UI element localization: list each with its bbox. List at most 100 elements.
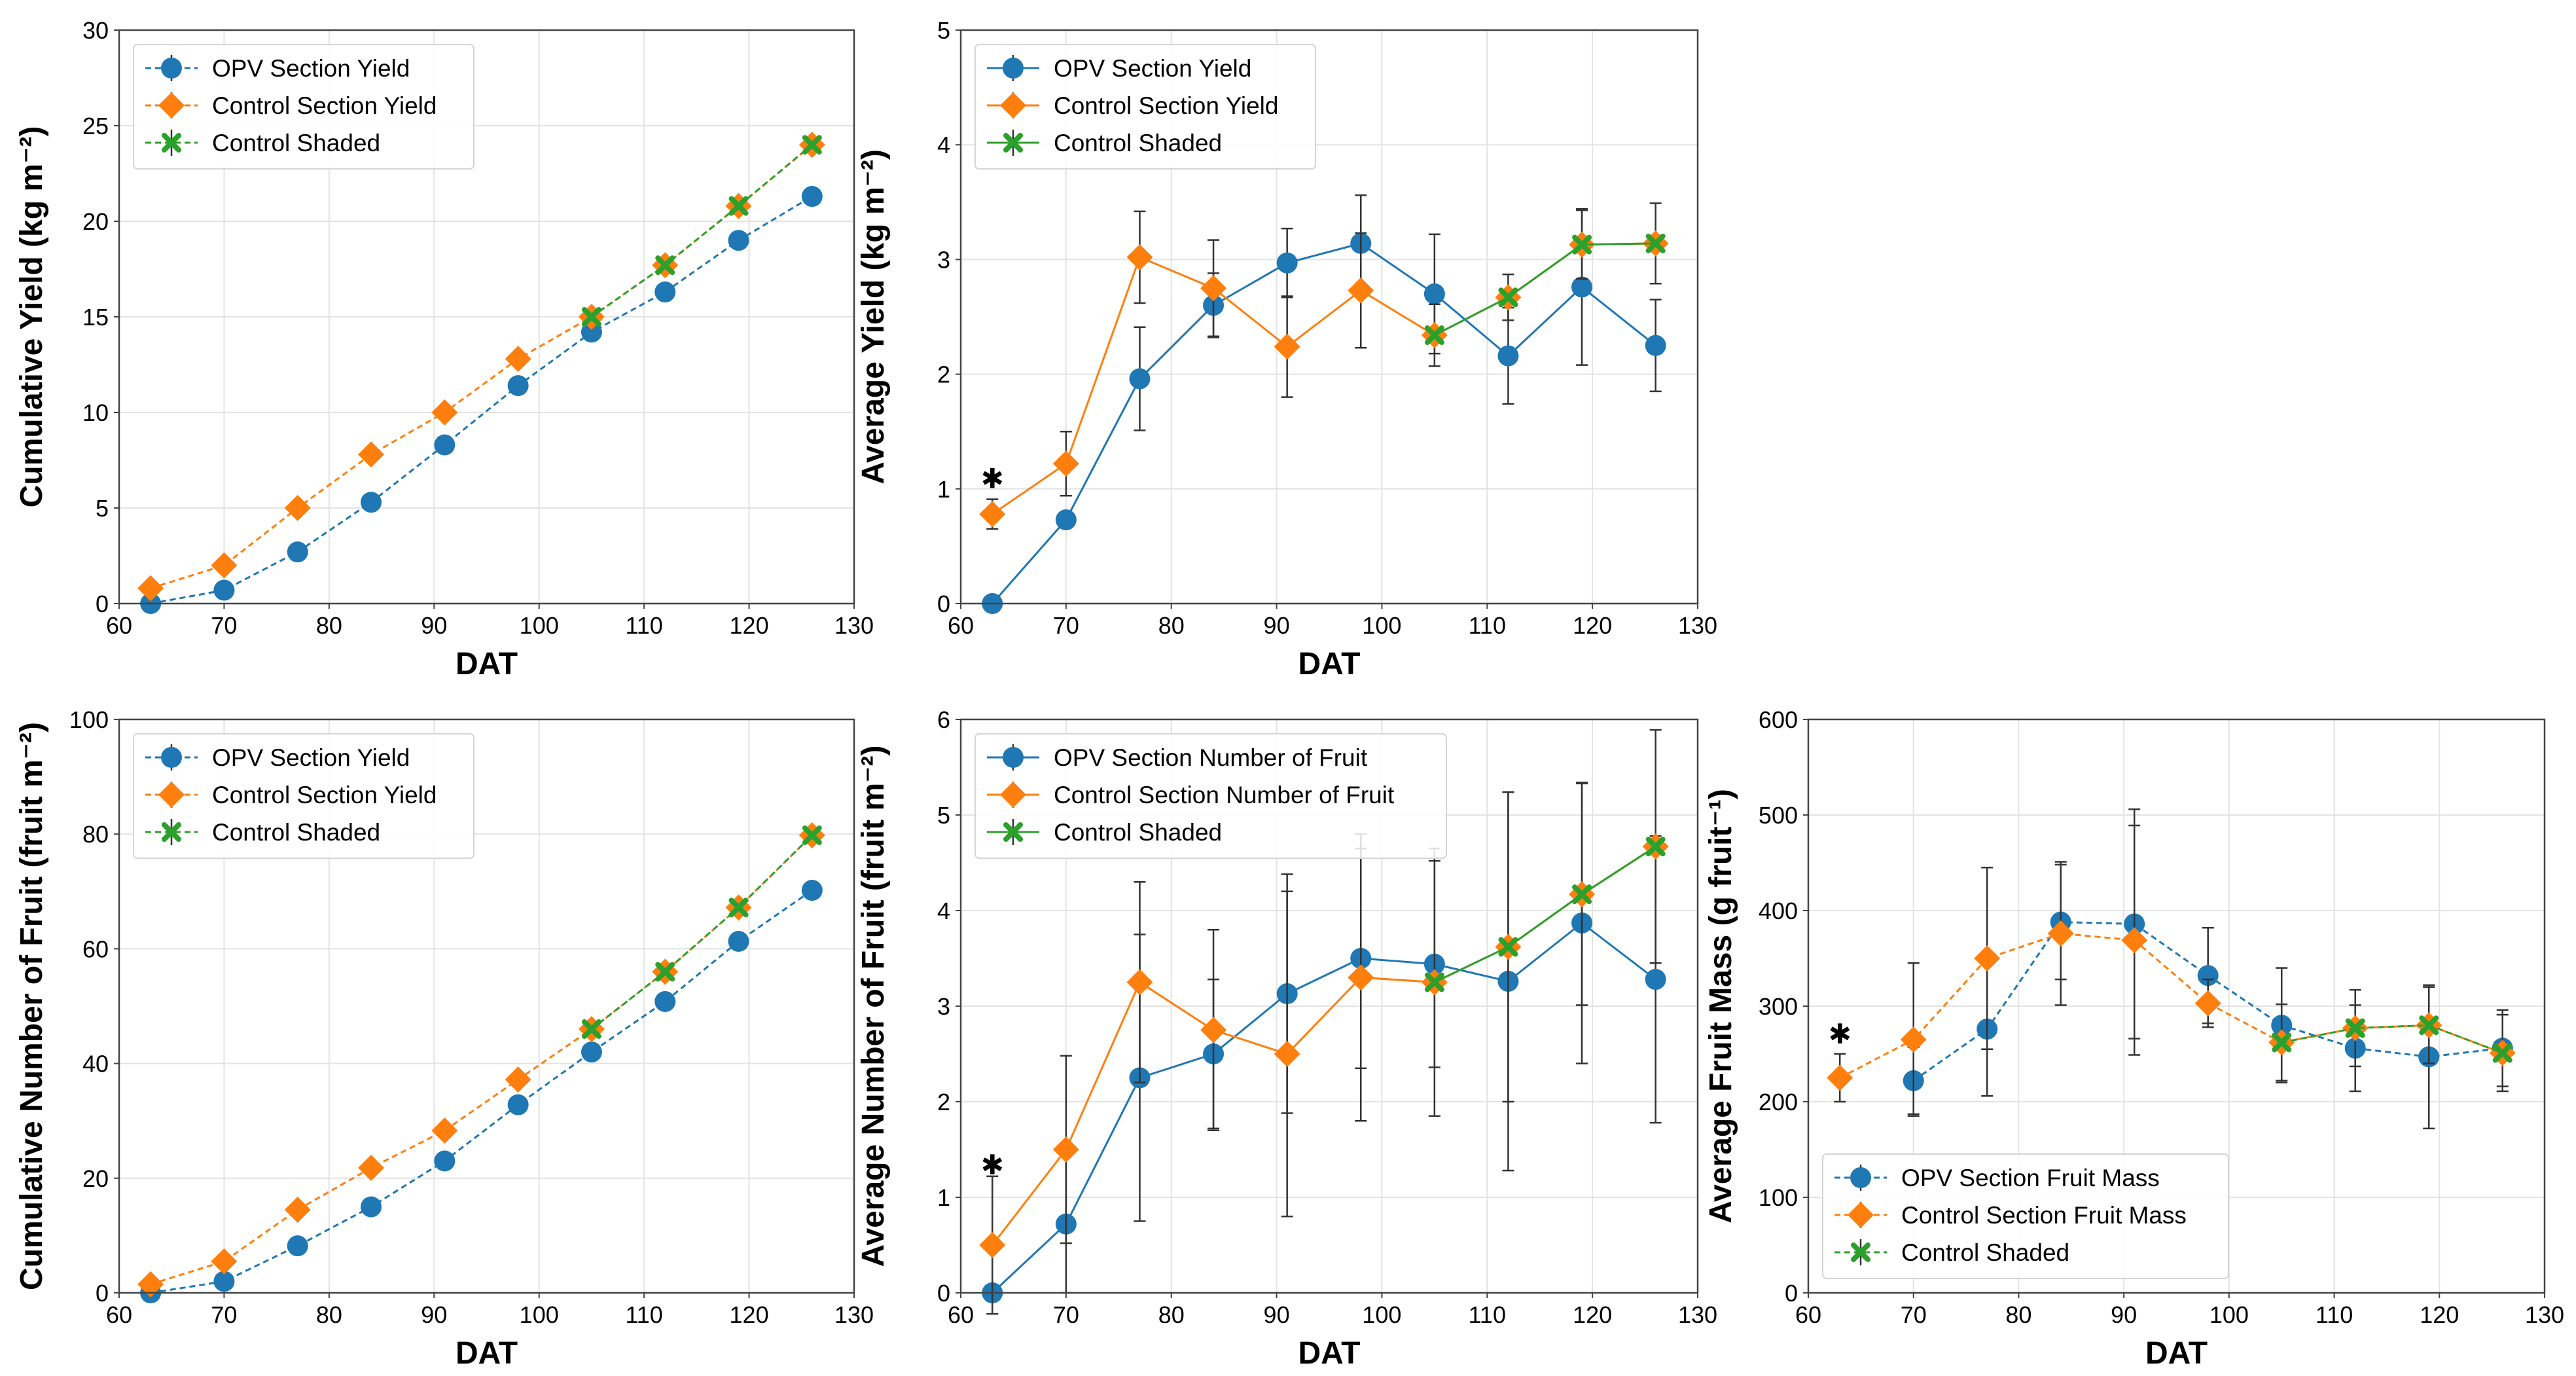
data-point (654, 990, 676, 1012)
x-axis-label: DAT (1298, 647, 1360, 681)
series-shaded (1424, 233, 1666, 346)
data-point (358, 441, 385, 468)
x-tick-label: 80 (316, 1301, 342, 1328)
legend-box (133, 44, 474, 170)
y-tick-label: 2 (937, 1089, 950, 1115)
legend-marker-stroke-b (1003, 822, 1023, 842)
data-point (1274, 1041, 1300, 1067)
data-point-stroke-b (728, 897, 749, 918)
data-point (1571, 276, 1593, 298)
y-tick-label: 5 (937, 17, 950, 44)
data-point-stroke-b (1498, 937, 1518, 957)
legend-label: Control Section Yield (212, 782, 437, 808)
data-point (1498, 937, 1518, 957)
x-tick-label: 90 (421, 612, 447, 639)
data-point (1348, 964, 1374, 991)
legend-box (1822, 1153, 2229, 1279)
data-point (1645, 233, 1666, 253)
series-opv (1903, 808, 2513, 1130)
y-axis-label: Average Fruit Mass (g fruit⁻¹) (1704, 789, 1738, 1223)
series-line (992, 922, 1656, 1294)
series-line (1434, 242, 1656, 336)
series-control (979, 202, 1669, 530)
plot-area (137, 132, 825, 614)
legend: OPV Section Yield Control Section Yield Co… (975, 44, 1316, 170)
y-tick-label: 400 (1759, 897, 1798, 924)
data-point (1424, 325, 1444, 346)
data-point-stroke-b (1424, 972, 1444, 992)
legend-marker (161, 58, 182, 79)
data-point (284, 1196, 311, 1223)
legend-marker-stroke-b (162, 133, 181, 153)
legend-entry: Control Section Yield (145, 782, 437, 808)
y-tick-label: 5 (96, 495, 109, 522)
legend-entry: Control Shaded (987, 130, 1222, 156)
series-opv (140, 880, 823, 1303)
series-opv (982, 782, 1666, 1303)
y-axis-label: Average Number of Fruit (fruit m⁻²) (856, 746, 891, 1267)
x-tick-label: 70 (211, 1301, 237, 1328)
x-tick-label: 90 (2111, 1301, 2137, 1328)
legend-label: Control Shaded (1054, 819, 1222, 846)
data-point (1052, 450, 1079, 477)
data-point (1126, 244, 1153, 270)
series-line (150, 144, 813, 590)
legend-box (975, 733, 1447, 859)
legend-label: Control Section Yield (212, 92, 437, 119)
data-point (1274, 333, 1300, 360)
data-point (802, 825, 822, 845)
x-axis-label: DAT (2145, 1336, 2208, 1371)
legend-marker-stroke-b (1003, 133, 1023, 153)
data-point (979, 1232, 1006, 1258)
x-tick-label: 100 (2209, 1301, 2249, 1328)
legend-entry: OPV Section Number of Fruit (987, 744, 1368, 771)
legend-entry: OPV Section Yield (145, 744, 410, 771)
legend-marker (162, 822, 181, 842)
data-point (2197, 965, 2219, 987)
plot-area (979, 194, 1669, 614)
x-tick-label: 60 (1795, 1301, 1821, 1328)
data-point (802, 135, 822, 155)
series-opv (140, 186, 823, 614)
legend-label: Control Shaded (212, 130, 380, 156)
legend-entry: Control Section Number of Fruit (987, 782, 1395, 808)
x-tick-label: 130 (1678, 1301, 1717, 1328)
data-point (1645, 837, 1666, 857)
data-point (2492, 1043, 2513, 1063)
series-line (992, 845, 1656, 1246)
grid (118, 29, 855, 604)
x-tick-label: 100 (520, 1301, 559, 1328)
x-tick-label: 120 (1573, 1301, 1612, 1328)
x-tick-label: 60 (948, 612, 974, 639)
data-point (581, 1041, 602, 1063)
series-line (2281, 1024, 2503, 1054)
data-point (1200, 275, 1227, 302)
x-tick-label: 130 (1678, 612, 1717, 639)
data-point (287, 541, 308, 563)
data-point (1900, 1026, 1927, 1053)
legend-entry: Control Shaded (1834, 1239, 2069, 1266)
x-tick-label: 110 (2316, 1301, 2353, 1328)
data-point (1645, 335, 1666, 356)
data-point (507, 1094, 529, 1115)
data-point (2047, 920, 2074, 947)
panel-average-number-of-fruit: 60 70 80 90 100 110 120 130 0 1 2 3 4 5 6 ✱ DAT Average N… (856, 706, 1717, 1371)
panel-average-fruit-mass: 60 70 80 90 100 110 120 130 0 100 200 300 400 500 600 ✱… (1704, 706, 2564, 1371)
data-point (1126, 969, 1153, 996)
panel-average-yield: 60 70 80 90 100 110 120 130 0 1 2 3 4 5 ✱ DAT Average Yi… (856, 17, 1717, 681)
data-point (581, 307, 601, 327)
legend-marker (1850, 1167, 1871, 1188)
data-point (1974, 945, 2001, 971)
y-tick-label: 0 (937, 590, 950, 617)
x-tick-label: 90 (421, 1301, 447, 1328)
significance-asterisk: ✱ (981, 1150, 1004, 1180)
data-point-stroke-b (802, 135, 822, 155)
legend-entry: Control Section Fruit Mass (1834, 1202, 2187, 1229)
data-point (1497, 345, 1519, 367)
x-tick-label: 80 (1158, 1301, 1185, 1328)
x-tick-label: 100 (1362, 1301, 1401, 1328)
data-point (1200, 1017, 1227, 1043)
x-tick-label: 120 (2420, 1301, 2459, 1328)
x-tick-label: 120 (730, 612, 769, 639)
data-point (801, 880, 823, 901)
